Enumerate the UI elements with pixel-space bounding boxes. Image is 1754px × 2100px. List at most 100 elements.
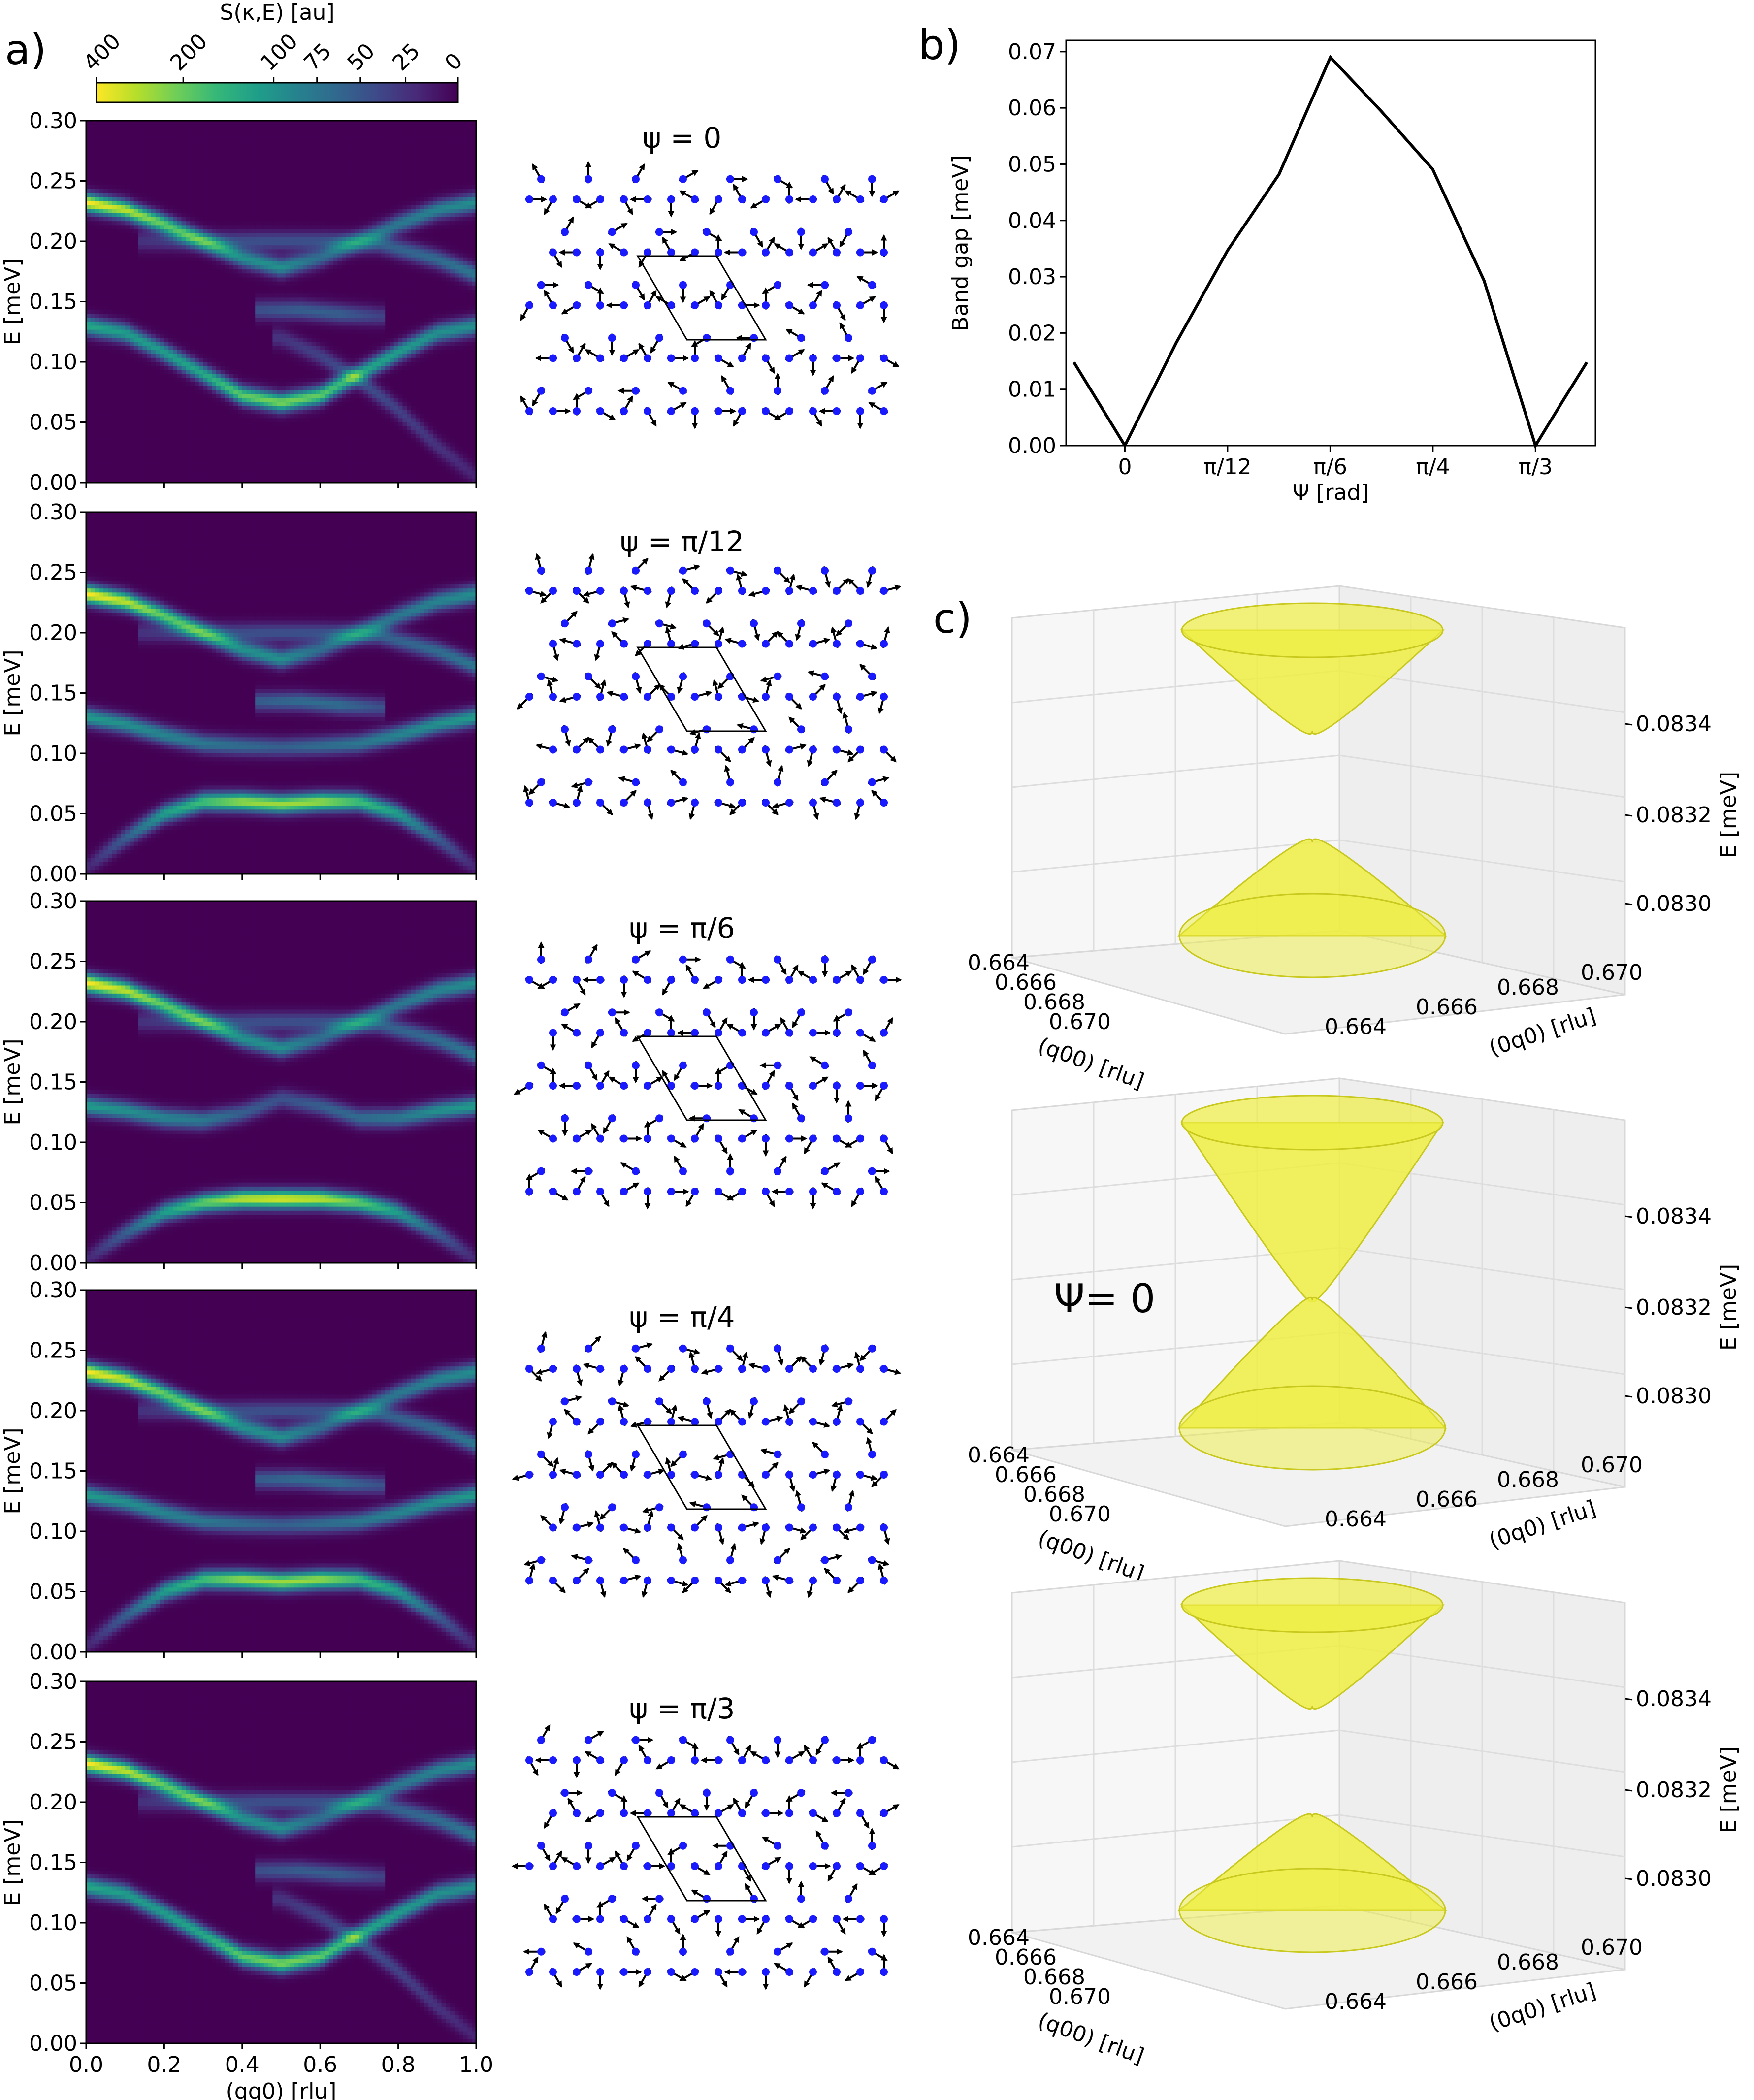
heatmap-cell xyxy=(112,374,117,379)
heatmap-cell xyxy=(203,338,208,342)
heatmap-cell xyxy=(156,414,160,419)
heatmap-cell xyxy=(182,302,186,306)
heatmap-cell xyxy=(138,362,143,366)
heatmap-cell xyxy=(212,330,216,334)
heatmap-cell xyxy=(233,149,238,153)
heatmap-cell xyxy=(117,258,121,262)
heatmap-cell xyxy=(199,153,203,157)
heatmap-cell xyxy=(164,334,168,338)
heatmap-cell xyxy=(203,475,208,479)
heatmap-cell xyxy=(203,261,208,266)
heatmap-cell xyxy=(108,125,112,129)
heatmap-cell xyxy=(112,471,117,475)
heatmap-cell xyxy=(151,358,156,362)
heatmap-cell xyxy=(233,451,238,455)
heatmap-cell xyxy=(160,249,164,254)
heatmap-cell xyxy=(195,165,199,169)
heatmap-cell xyxy=(125,310,130,314)
heatmap-cell xyxy=(173,458,177,463)
heatmap-cell xyxy=(195,261,199,266)
heatmap-cell xyxy=(108,173,112,177)
heatmap-cell xyxy=(207,141,212,145)
heatmap-cell xyxy=(216,261,221,266)
heatmap-cell xyxy=(117,286,121,290)
heatmap-cell xyxy=(242,241,247,246)
heatmap-cell xyxy=(156,181,160,186)
heatmap-cell xyxy=(190,310,195,314)
heatmap-cell xyxy=(151,185,156,190)
heatmap-cell xyxy=(134,438,138,443)
heatmap-cell xyxy=(195,350,199,355)
heatmap-cell xyxy=(182,217,186,222)
heatmap-cell xyxy=(125,137,130,141)
heatmap-cell xyxy=(147,237,151,242)
heatmap-cell xyxy=(207,169,212,173)
heatmap-cell xyxy=(112,237,117,242)
heatmap-cell xyxy=(182,209,186,214)
heatmap-cell xyxy=(99,157,103,162)
heatmap-cell xyxy=(207,237,212,242)
heatmap-cell xyxy=(164,149,168,153)
heatmap-cell xyxy=(121,326,125,330)
heatmap-cell xyxy=(186,129,190,133)
heatmap-cell xyxy=(177,306,182,310)
heatmap-cell xyxy=(221,442,225,447)
heatmap-cell xyxy=(199,233,203,238)
heatmap-cell xyxy=(225,451,229,455)
heatmap-cell xyxy=(242,430,247,435)
heatmap-cell xyxy=(121,129,125,133)
heatmap-cell xyxy=(117,402,121,407)
heatmap-cell xyxy=(242,386,247,390)
heatmap-cell xyxy=(160,177,164,181)
heatmap-cell xyxy=(160,157,164,162)
heatmap-cell xyxy=(134,161,138,165)
heatmap-cell xyxy=(190,129,195,133)
heatmap-cell xyxy=(125,382,130,387)
heatmap-cell xyxy=(195,269,199,274)
heatmap-cell xyxy=(173,137,177,141)
heatmap-cell xyxy=(203,386,208,390)
heatmap-cell xyxy=(147,213,151,218)
heatmap-cell xyxy=(199,297,203,302)
heatmap-cell xyxy=(216,237,221,242)
heatmap-cell xyxy=(134,149,138,153)
heatmap-cell xyxy=(190,418,195,422)
heatmap-cell xyxy=(212,297,216,302)
heatmap-cell xyxy=(173,398,177,403)
heatmap-cell xyxy=(173,326,177,330)
heatmap-cell xyxy=(160,290,164,294)
heatmap-cell xyxy=(95,358,99,362)
heatmap-cell xyxy=(147,418,151,422)
heatmap-cell xyxy=(242,382,247,387)
heatmap-cell xyxy=(142,249,147,254)
heatmap-cell xyxy=(238,205,242,210)
heatmap-cell xyxy=(103,245,108,250)
heatmap-cell xyxy=(142,290,147,294)
heatmap-cell xyxy=(221,330,225,334)
heatmap-cell xyxy=(134,173,138,177)
heatmap-cell xyxy=(103,201,108,205)
heatmap-cell xyxy=(173,362,177,366)
heatmap-cell xyxy=(225,237,229,242)
heatmap-cell xyxy=(199,382,203,387)
heatmap-cell xyxy=(112,382,117,387)
heatmap-cell xyxy=(203,306,208,310)
heatmap-cell xyxy=(177,225,182,229)
heatmap-cell xyxy=(103,282,108,286)
heatmap-cell xyxy=(112,342,117,346)
heatmap-cell xyxy=(142,181,147,186)
heatmap-cell xyxy=(182,129,186,133)
heatmap-cell xyxy=(233,217,238,222)
heatmap-cell xyxy=(99,451,103,455)
heatmap-cell xyxy=(225,462,229,467)
heatmap-cell xyxy=(142,189,147,194)
heatmap-cell xyxy=(103,177,108,181)
heatmap-cell xyxy=(121,205,125,210)
heatmap-cell xyxy=(121,293,125,298)
heatmap-cell xyxy=(216,354,221,358)
heatmap-cell xyxy=(182,273,186,278)
heatmap-cell xyxy=(242,261,247,266)
heatmap-cell xyxy=(142,193,147,197)
heatmap-cell xyxy=(216,145,221,149)
heatmap-cell xyxy=(203,273,208,278)
